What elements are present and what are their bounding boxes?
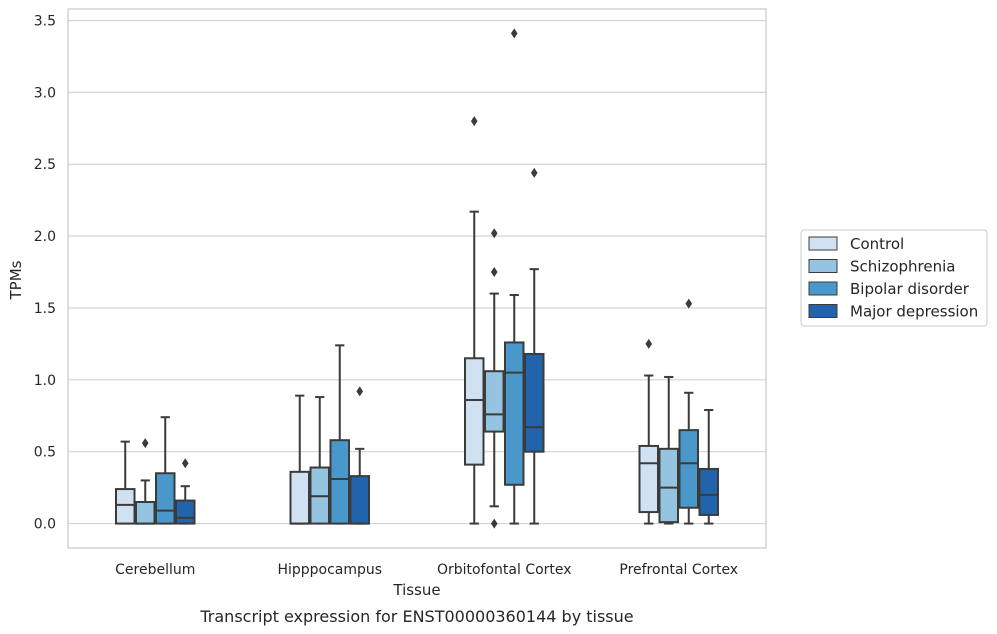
outlier-point <box>141 438 149 449</box>
plot-frame <box>67 8 767 549</box>
box-3-2 <box>524 167 545 525</box>
box-1-1 <box>309 396 330 525</box>
box-body <box>464 357 485 466</box>
box-3-0 <box>175 458 196 525</box>
box-body <box>678 429 699 509</box>
y-tick-labels: 0.0 0.5 1.0 1.5 2.0 2.5 3.0 3.5 <box>34 13 56 532</box>
y-tick-label: 3.0 <box>34 85 56 101</box>
y-axis-label: TPMs <box>7 260 25 300</box>
box-0-3 <box>638 338 659 525</box>
box-body <box>638 444 659 514</box>
legend-label: Schizophrenia <box>850 258 955 276</box>
box-body <box>484 370 505 433</box>
outlier-point <box>530 167 538 178</box>
box-3-3 <box>698 409 719 525</box>
outlier-point <box>356 386 364 397</box>
box-0-1 <box>289 394 310 525</box>
y-tick-label: 0.5 <box>34 445 56 461</box>
x-tick-label: Hipppocampus <box>277 562 382 578</box>
box-1-2 <box>484 228 505 529</box>
box-body <box>658 447 679 524</box>
outlier-point <box>490 518 498 529</box>
legend-frame <box>800 229 988 327</box>
y-tick-label: 1.5 <box>34 301 56 317</box>
box-body <box>504 341 525 486</box>
box-2-2 <box>504 28 525 525</box>
outlier-point <box>645 338 653 349</box>
legend-label: Bipolar disorder <box>850 280 970 298</box>
box-plots <box>115 28 719 529</box>
box-body <box>155 472 176 525</box>
legend-swatch <box>808 304 838 318</box>
y-tick-label: 1.0 <box>34 373 56 389</box>
legend-swatch <box>808 236 838 251</box>
chart-caption: Transcript expression for ENST0000036014… <box>199 607 633 626</box>
x-tick-label: Cerebellum <box>115 562 195 578</box>
y-tick-label: 3.5 <box>34 13 56 29</box>
box-body <box>115 488 136 525</box>
box-body <box>524 352 545 453</box>
box-2-3 <box>678 298 699 525</box>
box-body <box>698 467 719 516</box>
legend-label: Control <box>850 235 904 253</box>
outlier-point <box>181 458 189 469</box>
x-tick-labels: Cerebellum Hipppocampus Orbitofontal Corte… <box>115 562 738 578</box>
box-body <box>175 499 196 525</box>
box-2-1 <box>329 344 350 525</box>
outlier-point <box>510 28 518 39</box>
x-tick-label: Prefrontal Cortex <box>619 562 738 578</box>
box-body <box>289 470 310 525</box>
box-body <box>135 501 156 525</box>
y-tick-label: 0.0 <box>34 517 56 533</box>
grid-lines <box>68 19 766 525</box>
y-tick-label: 2.5 <box>34 157 56 173</box>
outlier-point <box>685 298 693 309</box>
box-3-1 <box>349 386 370 525</box>
y-tick-label: 2.0 <box>34 229 56 245</box>
box-1-0 <box>135 438 156 525</box>
x-tick-label: Orbitofontal Cortex <box>437 562 572 578</box>
box-0-2 <box>464 116 485 525</box>
outlier-point <box>470 116 478 127</box>
outlier-point <box>490 267 498 278</box>
legend-swatch <box>808 259 838 273</box>
legend-swatch <box>808 281 838 296</box>
box-body <box>329 439 350 525</box>
outlier-point <box>490 228 498 239</box>
box-0-0 <box>115 440 136 525</box>
box-2-0 <box>155 416 176 525</box>
box-1-3 <box>658 375 679 525</box>
x-axis-label: Tissue <box>392 581 440 599</box>
box-body <box>349 475 370 525</box>
legend: Control Schizophrenia Bipolar disorder Majo… <box>800 229 988 327</box>
legend-label: Major depression <box>850 303 978 321</box>
